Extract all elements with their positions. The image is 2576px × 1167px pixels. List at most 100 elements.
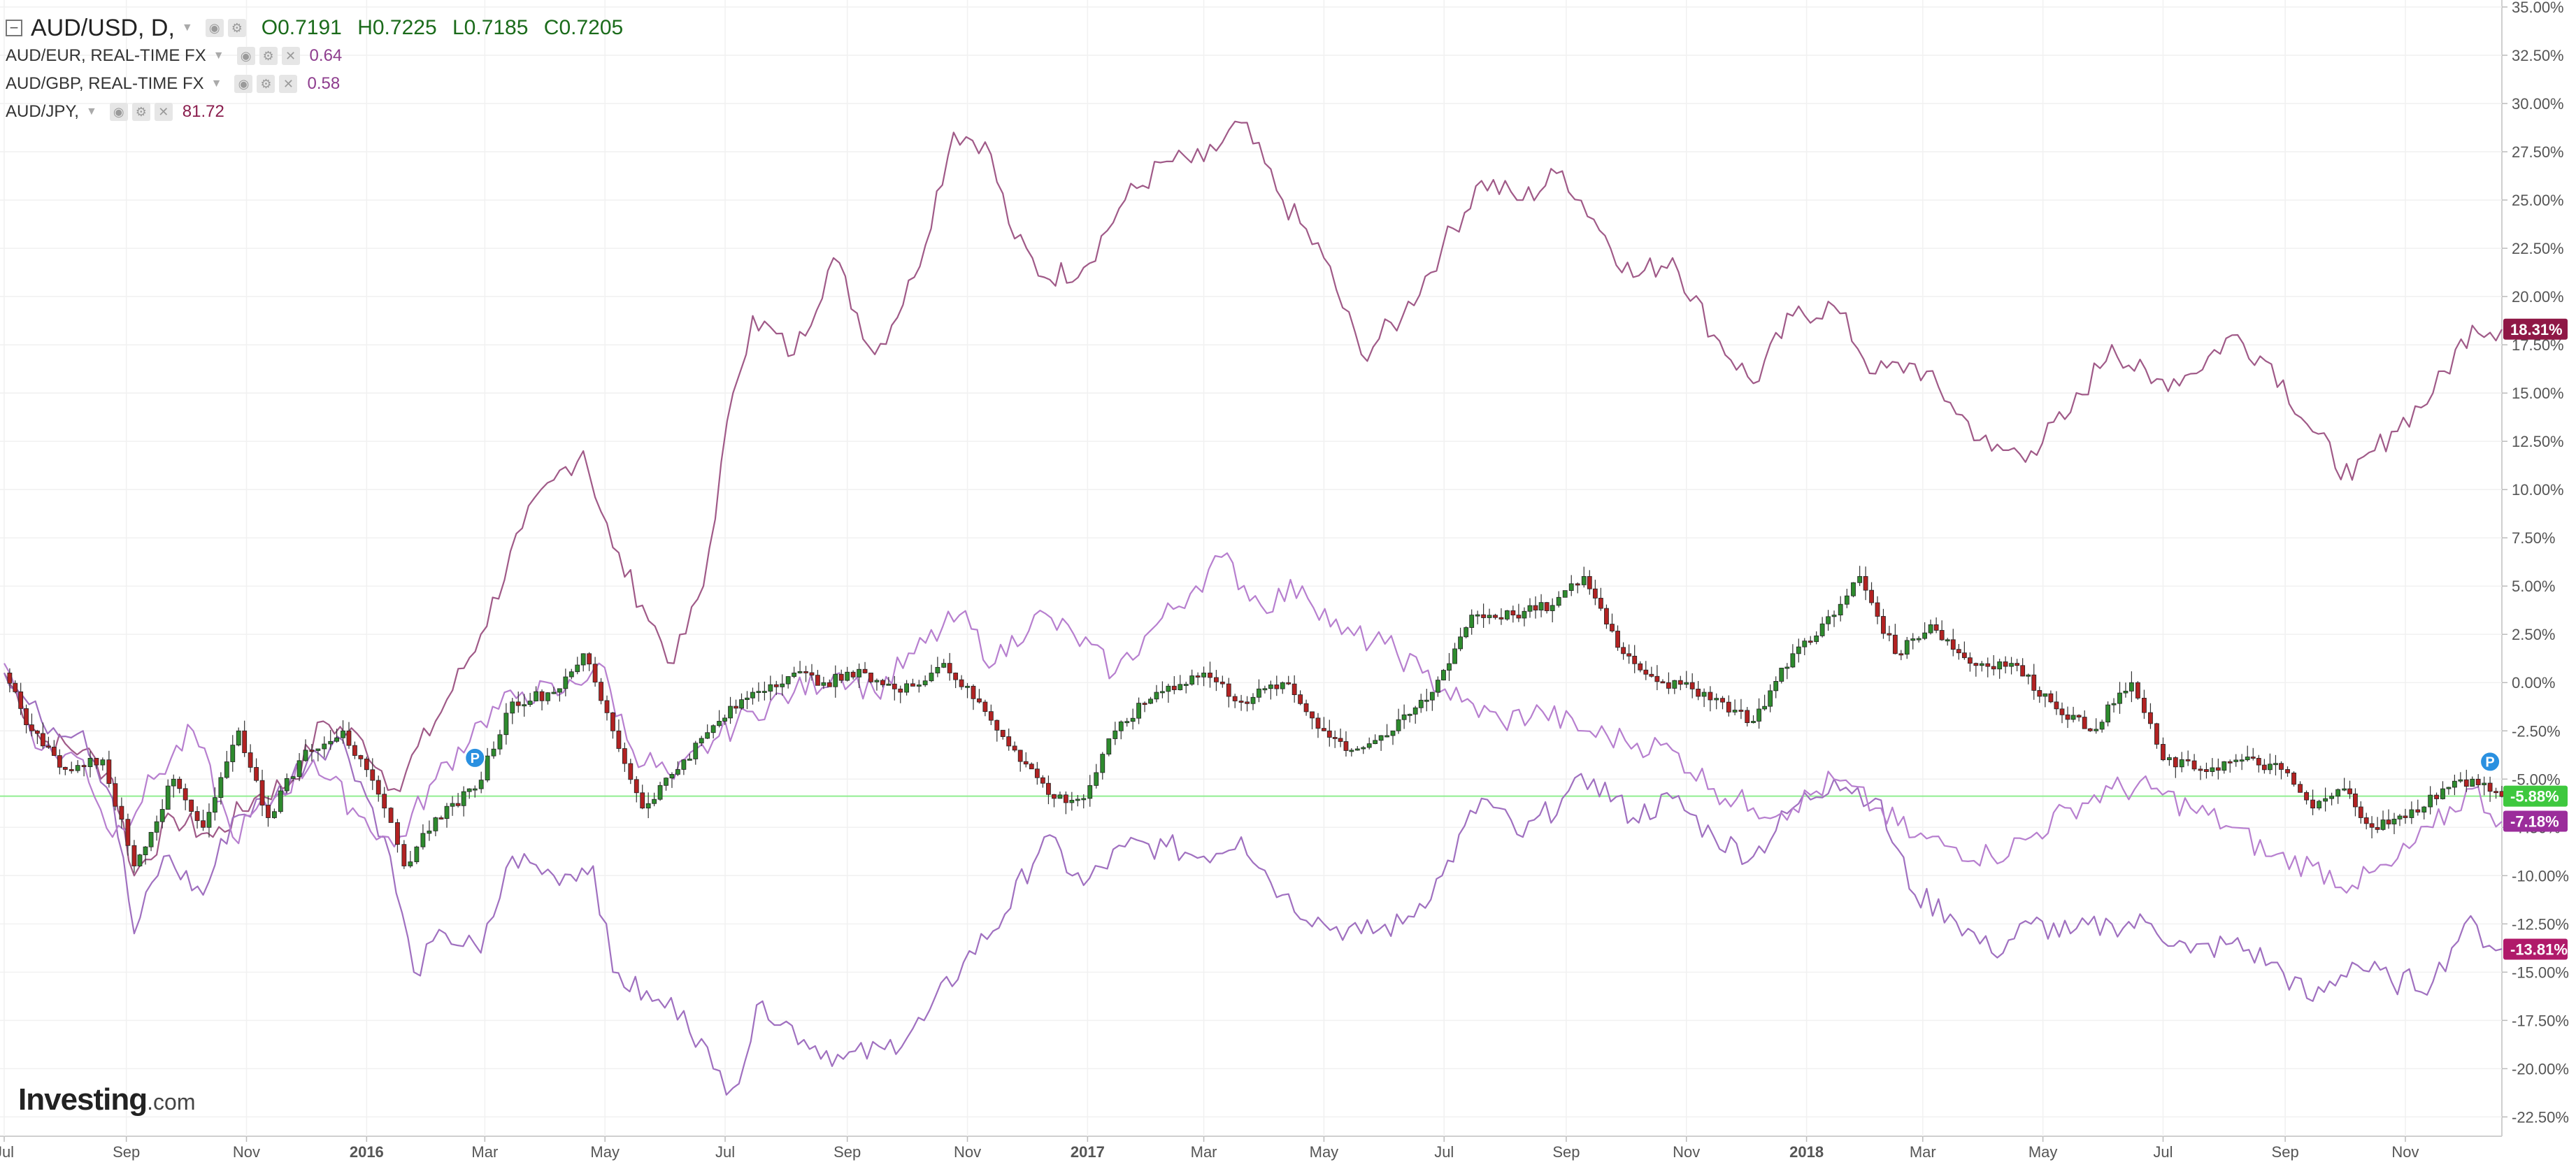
candle-down <box>982 701 988 713</box>
candle-up <box>1250 696 1256 704</box>
candle-up <box>965 685 970 688</box>
chevron-down-icon[interactable]: ▼ <box>85 106 97 117</box>
candle-up <box>2409 809 2414 818</box>
candle-up <box>461 791 466 806</box>
candle-down <box>35 730 40 734</box>
gear-icon[interactable]: ⚙ <box>259 47 278 65</box>
candle-down <box>1626 653 1632 657</box>
y-tick-label: -12.50% <box>2512 915 2569 933</box>
candle-down <box>113 783 118 807</box>
candle-down <box>815 675 820 686</box>
candle-down <box>803 671 808 673</box>
close-icon[interactable]: ✕ <box>279 75 298 93</box>
y-tick-label: -22.50% <box>2512 1108 2569 1126</box>
chevron-down-icon[interactable]: ▼ <box>210 78 222 90</box>
candle-down <box>734 706 738 709</box>
gear-icon[interactable]: ⚙ <box>257 75 276 93</box>
candle-up <box>1672 680 1677 689</box>
low-value: L0.7185 <box>452 16 529 39</box>
ohlc-readout: O0.7191 H0.7225 L0.7185 C0.7205 <box>252 16 623 40</box>
candle-up <box>1452 648 1457 664</box>
candle-up <box>675 769 680 775</box>
price-badges: 18.31% -5.88% -7.18% -13.81% <box>2503 318 2568 960</box>
candle-up <box>929 673 934 682</box>
candle-down <box>2031 674 2037 691</box>
candle-down <box>2015 663 2020 666</box>
gear-icon[interactable]: ⚙ <box>227 19 246 37</box>
candle-down <box>69 769 74 771</box>
candle-up <box>206 812 212 828</box>
candle-down <box>1310 711 1315 719</box>
eye-icon[interactable]: ◉ <box>205 19 224 37</box>
candle-down <box>242 730 248 753</box>
candle-down <box>1195 675 1201 678</box>
compare-symbol-label[interactable]: AUD/GBP, REAL-TIME FX <box>6 74 204 93</box>
chart-grid <box>0 0 2503 1137</box>
candle-up <box>1183 684 1189 686</box>
candle-up <box>1838 603 1843 616</box>
candle-up <box>1441 670 1446 681</box>
candle-down <box>1638 663 1643 671</box>
chevron-down-icon[interactable]: ▼ <box>213 50 224 62</box>
candle-down <box>183 788 188 801</box>
candle-down <box>2173 757 2178 768</box>
price-axis[interactable]: 35.00% 32.50% 30.00% 27.50% 25.00% 22.50% 20.0… <box>2502 0 2569 1126</box>
candle-up <box>916 685 922 687</box>
y-tick-label: 7.50% <box>2512 529 2555 547</box>
close-icon[interactable]: ✕ <box>281 47 300 65</box>
candle-down <box>119 806 124 820</box>
time-axis[interactable]: Jul Sep Nov 2016 Mar May Jul Sep Nov 2017 Mar May Ju… <box>0 1136 2419 1161</box>
candle-down <box>1343 741 1349 751</box>
candle-up <box>1784 666 1790 669</box>
candle-down <box>2363 817 2369 824</box>
candle-up <box>2482 782 2487 785</box>
candle-up <box>2099 722 2105 730</box>
candle-up <box>2166 757 2172 761</box>
candle-up <box>2221 761 2227 771</box>
candle-up <box>1701 692 1707 697</box>
x-tick-label: Nov <box>1673 1143 1700 1161</box>
candle-up <box>1916 638 1922 640</box>
candle-down <box>2154 723 2159 745</box>
candle-down <box>1171 685 1177 690</box>
candle-up <box>687 759 692 761</box>
eye-icon[interactable]: ◉ <box>109 103 128 121</box>
collapse-icon[interactable]: − <box>6 20 22 36</box>
candle-up <box>935 666 940 673</box>
candle-up <box>1522 610 1527 619</box>
candle-up <box>722 717 727 722</box>
candle-up <box>1714 698 1719 701</box>
eye-icon[interactable]: ◉ <box>234 75 253 93</box>
candle-down <box>259 780 265 806</box>
main-symbol-label[interactable]: AUD/USD, D, <box>31 14 175 41</box>
close-icon[interactable]: ✕ <box>154 103 173 121</box>
chevron-down-icon[interactable]: ▼ <box>181 22 193 34</box>
candle-up <box>272 811 277 818</box>
candle-down <box>773 684 779 687</box>
candle-up <box>278 790 283 812</box>
event-marker[interactable] <box>464 747 486 768</box>
candle-down <box>1950 639 1956 650</box>
y-tick-label: -10.00% <box>2512 867 2569 885</box>
x-tick-label: Sep <box>113 1143 140 1161</box>
candle-down <box>401 844 407 866</box>
candle-down <box>1654 675 1660 682</box>
candle-up <box>2070 715 2076 720</box>
candle-down <box>1274 685 1280 689</box>
investing-logo: Investing.com <box>18 1082 196 1117</box>
candle-up <box>1851 582 1856 596</box>
event-marker[interactable] <box>2480 751 2501 773</box>
candle-down <box>1214 677 1219 682</box>
gear-icon[interactable]: ⚙ <box>131 103 150 121</box>
eye-icon[interactable]: ◉ <box>236 47 255 65</box>
compare-symbol-label[interactable]: AUD/JPY, <box>6 102 79 121</box>
candle-up <box>143 846 148 856</box>
candle-down <box>395 822 400 845</box>
compare-symbol-label[interactable]: AUD/EUR, REAL-TIME FX <box>6 46 206 65</box>
candle-up <box>224 761 229 778</box>
candle-down <box>634 779 639 794</box>
candle-up <box>485 755 490 781</box>
candle-up <box>1475 614 1480 617</box>
